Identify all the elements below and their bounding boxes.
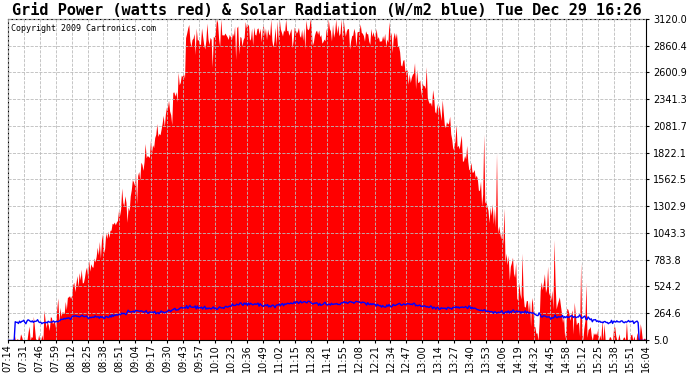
Text: Copyright 2009 Cartronics.com: Copyright 2009 Cartronics.com (11, 24, 156, 33)
Title: Grid Power (watts red) & Solar Radiation (W/m2 blue) Tue Dec 29 16:26: Grid Power (watts red) & Solar Radiation… (12, 3, 642, 18)
